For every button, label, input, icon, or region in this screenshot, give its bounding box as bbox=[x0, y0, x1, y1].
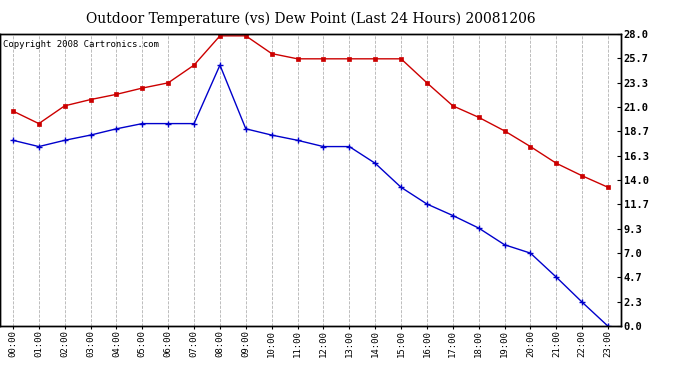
Text: Copyright 2008 Cartronics.com: Copyright 2008 Cartronics.com bbox=[3, 40, 159, 49]
Text: Outdoor Temperature (vs) Dew Point (Last 24 Hours) 20081206: Outdoor Temperature (vs) Dew Point (Last… bbox=[86, 11, 535, 26]
